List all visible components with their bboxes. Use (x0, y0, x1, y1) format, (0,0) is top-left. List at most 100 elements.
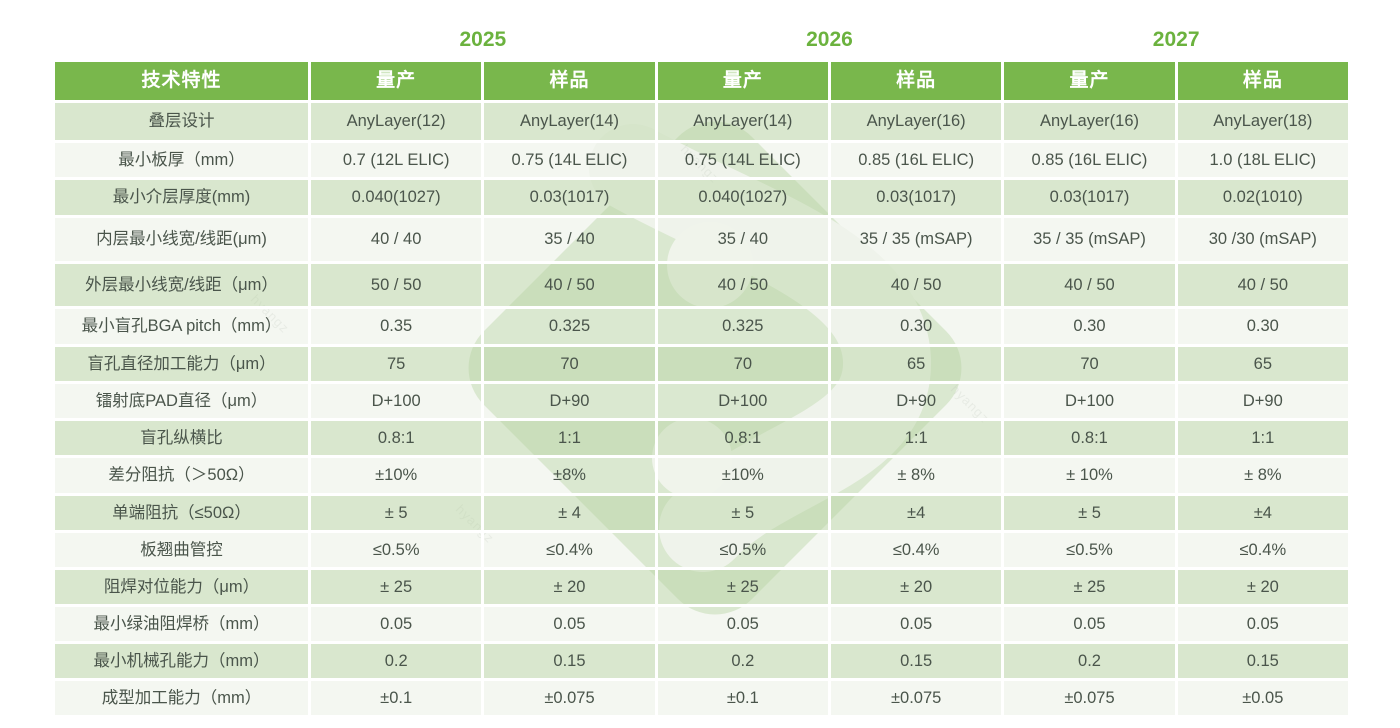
cell-value: 0.35 (311, 309, 482, 344)
cell-value: 0.325 (484, 309, 655, 344)
row-label: 最小绿油阻焊桥（mm） (55, 607, 308, 641)
cell-value: ± 5 (657, 496, 828, 530)
cell-value: ± 10% (1004, 458, 1175, 493)
cell-value: AnyLayer(16) (830, 103, 1002, 140)
cell-value: 0.2 (311, 644, 482, 678)
cell-value: ± 20 (830, 570, 1002, 604)
cell-value: AnyLayer(14) (484, 103, 655, 140)
cell-value: ≤0.5% (1004, 533, 1175, 567)
row-label: 内层最小线宽/线距(μm) (55, 218, 308, 261)
cell-value: ± 25 (1004, 570, 1175, 604)
cell-value: 50 / 50 (311, 264, 482, 306)
cell-value: 0.03(1017) (1004, 180, 1175, 215)
cell-value: D+100 (657, 384, 828, 418)
cell-value: ± 25 (657, 570, 828, 604)
cell-value: ± 5 (1004, 496, 1175, 530)
cell-value: AnyLayer(14) (657, 103, 828, 140)
cell-value: 65 (1177, 347, 1348, 381)
cell-value: ± 5 (311, 496, 482, 530)
cell-value: 0.03(1017) (484, 180, 655, 215)
cell-value: ≤0.4% (830, 533, 1002, 567)
cell-value: 35 / 35 (mSAP) (830, 218, 1002, 261)
cell-value: ±0.075 (830, 681, 1002, 715)
row-label: 最小机械孔能力（mm） (55, 644, 308, 678)
cell-value: D+90 (1177, 384, 1348, 418)
row-label: 差分阻抗（＞50Ω） (55, 458, 308, 493)
cell-value: ± 20 (1177, 570, 1348, 604)
row-label: 成型加工能力（mm） (55, 681, 308, 715)
header-2026-sample: 样品 (830, 62, 1002, 100)
cell-value: D+90 (830, 384, 1002, 418)
row-label: 外层最小线宽/线距（μm） (55, 264, 308, 306)
cell-value: ≤0.4% (1177, 533, 1348, 567)
row-label: 镭射底PAD直径（μm） (55, 384, 308, 418)
cell-value: AnyLayer(12) (311, 103, 482, 140)
cell-value: ≤0.4% (484, 533, 655, 567)
row-label: 盲孔纵横比 (55, 421, 308, 455)
cell-value: ±4 (830, 496, 1002, 530)
row-label: 盲孔直径加工能力（μm） (55, 347, 308, 381)
cell-value: D+100 (1004, 384, 1175, 418)
cell-value: 1.0 (18L ELIC) (1177, 143, 1348, 177)
cell-value: 30 /30 (mSAP) (1177, 218, 1348, 261)
row-label: 最小盲孔BGA pitch（mm） (55, 309, 308, 344)
cell-value: 0.8:1 (311, 421, 482, 455)
cell-value: 0.8:1 (1004, 421, 1175, 455)
cell-value: 70 (657, 347, 828, 381)
cell-value: 65 (830, 347, 1002, 381)
cell-value: 0.05 (1177, 607, 1348, 641)
year-label-2027: 2027 (1152, 28, 1200, 51)
cell-value: 0.040(1027) (311, 180, 482, 215)
cell-value: 0.75 (14L ELIC) (657, 143, 828, 177)
cell-value: 0.85 (16L ELIC) (1004, 143, 1175, 177)
cell-value: 75 (311, 347, 482, 381)
year-labels-row: 2025 2026 2027 (55, 28, 1348, 52)
cell-value: 40 / 50 (1004, 264, 1175, 306)
cell-value: 40 / 50 (830, 264, 1002, 306)
cell-value: ± 8% (830, 458, 1002, 493)
cell-value: D+90 (484, 384, 655, 418)
cell-value: 0.15 (484, 644, 655, 678)
row-label: 最小板厚（mm） (55, 143, 308, 177)
cell-value: ±0.1 (657, 681, 828, 715)
cell-value: ±0.05 (1177, 681, 1348, 715)
cell-value: 0.15 (830, 644, 1002, 678)
year-label-2026: 2026 (806, 28, 853, 51)
cell-value: 0.325 (657, 309, 828, 344)
cell-value: 0.2 (1004, 644, 1175, 678)
cell-value: 0.30 (1004, 309, 1175, 344)
cell-value: 0.02(1010) (1177, 180, 1348, 215)
cell-value: 35 / 40 (484, 218, 655, 261)
row-label: 叠层设计 (55, 103, 308, 140)
cell-value: AnyLayer(16) (1004, 103, 1175, 140)
cell-value: 0.75 (14L ELIC) (484, 143, 655, 177)
cell-value: 0.8:1 (657, 421, 828, 455)
cell-value: 0.30 (1177, 309, 1348, 344)
cell-value: 0.85 (16L ELIC) (830, 143, 1002, 177)
cell-value: 40 / 50 (657, 264, 828, 306)
cell-value: 0.05 (484, 607, 655, 641)
header-2025-massprod: 量产 (311, 62, 482, 100)
cell-value: 0.30 (830, 309, 1002, 344)
cell-value: ≤0.5% (311, 533, 482, 567)
header-2026-massprod: 量产 (657, 62, 828, 100)
cell-value: 40 / 50 (1177, 264, 1348, 306)
row-label: 单端阻抗（≤50Ω） (55, 496, 308, 530)
cell-value: 0.15 (1177, 644, 1348, 678)
header-feature: 技术特性 (55, 62, 308, 100)
cell-value: 0.2 (657, 644, 828, 678)
cell-value: ± 25 (311, 570, 482, 604)
cell-value: ≤0.5% (657, 533, 828, 567)
cell-value: AnyLayer(18) (1177, 103, 1348, 140)
cell-value: ±8% (484, 458, 655, 493)
cell-value: 1:1 (1177, 421, 1348, 455)
cell-value: 0.05 (311, 607, 482, 641)
cell-value: 0.05 (657, 607, 828, 641)
cell-value: 0.05 (830, 607, 1002, 641)
header-2027-sample: 样品 (1177, 62, 1348, 100)
row-label: 阻焊对位能力（μm） (55, 570, 308, 604)
cell-value: ±10% (657, 458, 828, 493)
cell-value: ±10% (311, 458, 482, 493)
header-2025-sample: 样品 (484, 62, 655, 100)
